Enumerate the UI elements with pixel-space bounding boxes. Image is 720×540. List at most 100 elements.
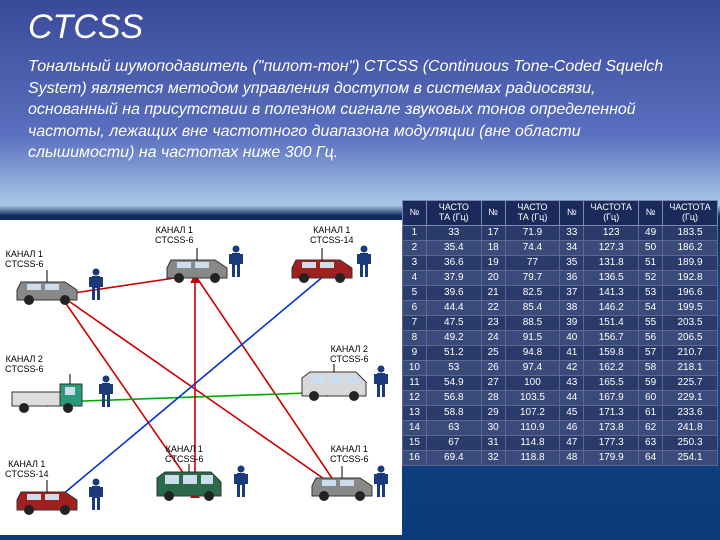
cell-number: 44 (560, 390, 584, 405)
table-row: 539.62182.537141.353196.6 (403, 285, 718, 300)
cell-frequency: 177.3 (584, 435, 639, 450)
table-row: 235.41874.434127.350186.2 (403, 240, 718, 255)
cell-frequency: 141.3 (584, 285, 639, 300)
cell-frequency: 63 (426, 420, 481, 435)
vehicle-icon (302, 364, 366, 401)
cell-number: 60 (639, 390, 663, 405)
person-icon (99, 376, 113, 408)
table-row: 156731114.847177.363250.3 (403, 435, 718, 450)
cell-frequency: 146.2 (584, 300, 639, 315)
cell-frequency: 171.3 (584, 405, 639, 420)
cell-number: 4 (403, 270, 427, 285)
cell-number: 53 (639, 285, 663, 300)
cell-number: 18 (481, 240, 505, 255)
cell-frequency: 131.8 (584, 255, 639, 270)
cell-number: 14 (403, 420, 427, 435)
cell-frequency: 203.5 (663, 315, 718, 330)
cell-number: 33 (560, 225, 584, 240)
cell-frequency: 114.8 (505, 435, 560, 450)
cell-number: 27 (481, 375, 505, 390)
cell-frequency: 79.7 (505, 270, 560, 285)
col-freq-header: ЧАСТОТА(Гц) (663, 201, 718, 226)
table-row: 1154.92710043165.559225.7 (403, 375, 718, 390)
cell-frequency: 58.8 (426, 405, 481, 420)
cell-number: 13 (403, 405, 427, 420)
table-row: 336.6197735131.851189.9 (403, 255, 718, 270)
cell-number: 32 (481, 450, 505, 465)
cell-frequency: 49.2 (426, 330, 481, 345)
col-freq-header: ЧАСТОТА (Гц) (426, 201, 481, 226)
cell-frequency: 192.8 (663, 270, 718, 285)
table-row: 437.92079.736136.552192.8 (403, 270, 718, 285)
page-title: CTCSS (28, 8, 143, 47)
cell-frequency: 189.9 (663, 255, 718, 270)
cell-number: 15 (403, 435, 427, 450)
cell-number: 49 (639, 225, 663, 240)
cell-number: 23 (481, 315, 505, 330)
cell-frequency: 254.1 (663, 450, 718, 465)
cell-frequency: 47.5 (426, 315, 481, 330)
cell-frequency: 69.4 (426, 450, 481, 465)
cell-number: 58 (639, 360, 663, 375)
cell-frequency: 127.3 (584, 240, 639, 255)
cell-number: 24 (481, 330, 505, 345)
table-row: 10532697.442162.258218.1 (403, 360, 718, 375)
vehicle-icon (167, 248, 227, 283)
channel-label: КАНАЛ 1CTCSS-14 (5, 460, 49, 480)
cell-number: 40 (560, 330, 584, 345)
cell-frequency: 206.5 (663, 330, 718, 345)
cell-frequency: 53 (426, 360, 481, 375)
cell-frequency: 36.6 (426, 255, 481, 270)
table-row: 644.42285.438146.254199.5 (403, 300, 718, 315)
cell-frequency: 183.5 (663, 225, 718, 240)
table-row: 1358.829107.245171.361233.6 (403, 405, 718, 420)
person-icon (89, 479, 103, 511)
cell-frequency: 118.8 (505, 450, 560, 465)
cell-frequency: 210.7 (663, 345, 718, 360)
cell-frequency: 74.4 (505, 240, 560, 255)
cell-number: 59 (639, 375, 663, 390)
cell-number: 56 (639, 330, 663, 345)
cell-number: 41 (560, 345, 584, 360)
cell-number: 28 (481, 390, 505, 405)
cell-number: 31 (481, 435, 505, 450)
ctcss-diagram: КАНАЛ 1CTCSS-6 КАНАЛ 1CTCSS-6 КАНАЛ 1CTCSS… (0, 220, 402, 535)
cell-frequency: 37.9 (426, 270, 481, 285)
vehicle-icon (292, 248, 352, 283)
table-row: 1256.828103.544167.960229.1 (403, 390, 718, 405)
cell-frequency: 165.5 (584, 375, 639, 390)
channel-label: КАНАЛ 1CTCSS-6 (165, 445, 204, 465)
cell-frequency: 91.5 (505, 330, 560, 345)
connection-line (50, 275, 325, 505)
cell-frequency: 186.2 (663, 240, 718, 255)
cell-number: 52 (639, 270, 663, 285)
cell-number: 30 (481, 420, 505, 435)
channel-label: КАНАЛ 1CTCSS-6 (5, 250, 44, 270)
vehicle-icon (157, 464, 221, 501)
cell-frequency: 136.5 (584, 270, 639, 285)
cell-number: 39 (560, 315, 584, 330)
cell-frequency: 167.9 (584, 390, 639, 405)
cell-number: 48 (560, 450, 584, 465)
cell-number: 61 (639, 405, 663, 420)
table-row: 1331771.93312349183.5 (403, 225, 718, 240)
cell-frequency: 218.1 (663, 360, 718, 375)
cell-number: 8 (403, 330, 427, 345)
cell-frequency: 110.9 (505, 420, 560, 435)
cell-frequency: 179.9 (584, 450, 639, 465)
cell-number: 57 (639, 345, 663, 360)
cell-frequency: 77 (505, 255, 560, 270)
cell-frequency: 33 (426, 225, 481, 240)
cell-frequency: 94.8 (505, 345, 560, 360)
cell-number: 11 (403, 375, 427, 390)
col-freq-header: ЧАСТОТА (Гц) (505, 201, 560, 226)
cell-frequency: 159.8 (584, 345, 639, 360)
cell-number: 26 (481, 360, 505, 375)
cell-frequency: 56.8 (426, 390, 481, 405)
table-row: 1669.432118.848179.964254.1 (403, 450, 718, 465)
channel-label: КАНАЛ 2CTCSS-6 (330, 345, 369, 365)
channel-label: КАНАЛ 2CTCSS-6 (5, 355, 44, 375)
description-text: Тональный шумоподавитель ("пилот-тон") C… (28, 56, 688, 164)
vehicle-icon (17, 270, 77, 305)
table-row: 849.22491.540156.756206.5 (403, 330, 718, 345)
